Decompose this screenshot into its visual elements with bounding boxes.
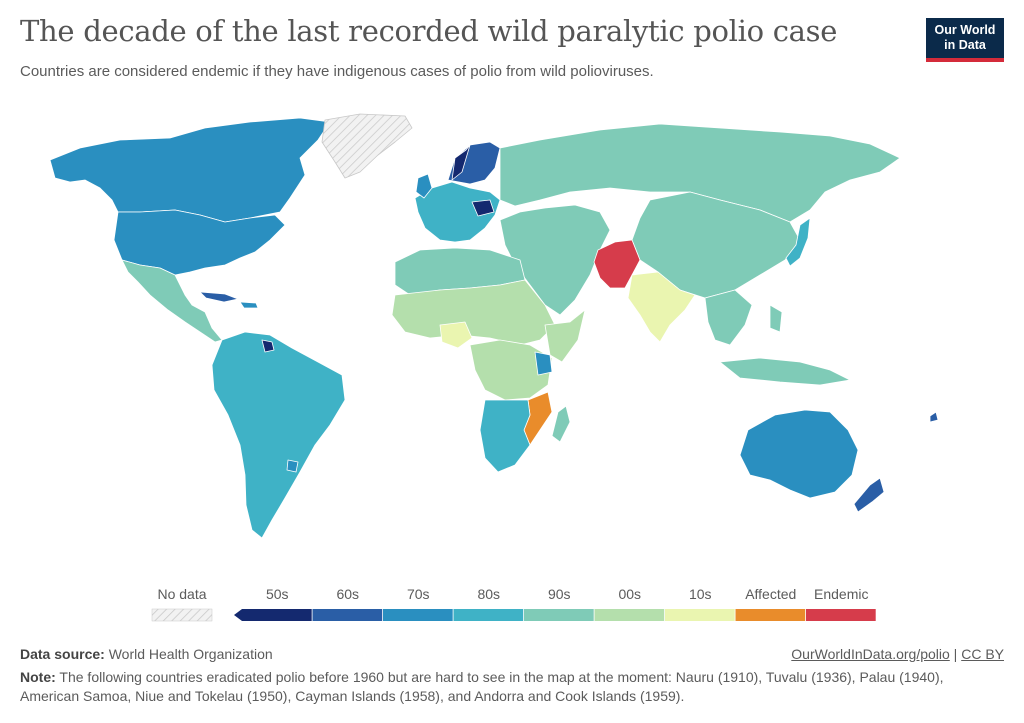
world-map[interactable] <box>0 100 1024 570</box>
legend-label-endemic: Endemic <box>814 586 868 602</box>
footer-links: OurWorldInData.org/polio | CC BY <box>791 646 1004 662</box>
region-uk[interactable] <box>415 173 433 199</box>
legend-label-10s: 10s <box>689 586 712 602</box>
region-kenya[interactable] <box>534 351 553 376</box>
source-label: Data source: <box>20 646 105 662</box>
legend-swatch-endemic <box>806 609 876 621</box>
legend-swatch-60s <box>312 609 383 621</box>
region-north-america-north[interactable] <box>49 117 331 223</box>
region-russia[interactable] <box>499 123 901 223</box>
region-indonesia[interactable] <box>719 357 851 386</box>
data-source: Data source: World Health Organization <box>20 646 273 662</box>
chart-subtitle: Countries are considered endemic if they… <box>20 63 654 80</box>
source-value: World Health Organization <box>108 646 273 662</box>
map-legend: No data 50s 60s 70s 80s 90s 00s 10s Affected Ende… <box>151 586 876 622</box>
region-southern-africa[interactable] <box>479 399 531 473</box>
note-text: The following countries eradicated polio… <box>20 669 944 704</box>
legend-swatch-affected <box>735 609 806 621</box>
note-label: Note: <box>20 669 56 685</box>
logo-line-2: in Data <box>944 38 986 52</box>
legend-swatch-80s <box>453 609 524 621</box>
region-pacific-islands[interactable] <box>929 411 939 423</box>
legend-label-affected: Affected <box>745 586 796 602</box>
region-japan[interactable] <box>785 217 811 267</box>
region-madagascar[interactable] <box>551 405 571 443</box>
region-central-africa[interactable] <box>469 339 553 401</box>
logo-line-1: Our World <box>934 23 996 37</box>
region-south-america[interactable] <box>211 331 346 539</box>
region-greenland[interactable] <box>321 113 413 179</box>
region-nigeria[interactable] <box>439 321 473 349</box>
region-india[interactable] <box>627 271 696 343</box>
region-poland[interactable] <box>471 199 495 217</box>
link-separator: | <box>953 646 958 662</box>
legend-label-90s: 90s <box>548 586 571 602</box>
region-western-europe[interactable] <box>414 181 501 243</box>
region-caribbean[interactable] <box>239 301 259 309</box>
legend-label-00s: 00s <box>618 586 641 602</box>
legend-swatch-10s <box>665 609 735 621</box>
legend-label-no-data: No data <box>157 586 206 602</box>
region-sahel[interactable] <box>391 279 556 346</box>
owid-logo[interactable]: Our World in Data <box>926 18 1004 62</box>
license-link[interactable]: CC BY <box>961 646 1004 662</box>
legend-swatch-50s <box>242 609 312 621</box>
legend-swatch-no-data <box>151 608 213 622</box>
region-suriname[interactable] <box>261 339 275 353</box>
region-philippines[interactable] <box>769 304 783 333</box>
legend-label-70s: 70s <box>407 586 430 602</box>
chart-title: The decade of the last recorded wild par… <box>20 14 838 48</box>
legend-label-80s: 80s <box>477 586 500 602</box>
legend-swatch-90s <box>524 609 594 621</box>
region-new-zealand[interactable] <box>853 477 885 513</box>
region-uruguay[interactable] <box>286 459 299 473</box>
region-norway[interactable] <box>451 144 471 181</box>
legend-arrow-left <box>234 609 242 621</box>
owid-link[interactable]: OurWorldInData.org/polio <box>791 646 950 662</box>
region-southeast-asia[interactable] <box>704 289 753 346</box>
region-australia[interactable] <box>739 409 859 499</box>
region-cuba[interactable] <box>199 291 239 303</box>
region-pakistan-afghanistan[interactable] <box>593 239 641 289</box>
legend-label-60s: 60s <box>336 586 359 602</box>
footer-note: Note: The following countries eradicated… <box>20 668 1004 706</box>
legend-swatch-70s <box>383 609 453 621</box>
legend-label-50s: 50s <box>266 586 289 602</box>
legend-swatch-00s <box>594 609 665 621</box>
